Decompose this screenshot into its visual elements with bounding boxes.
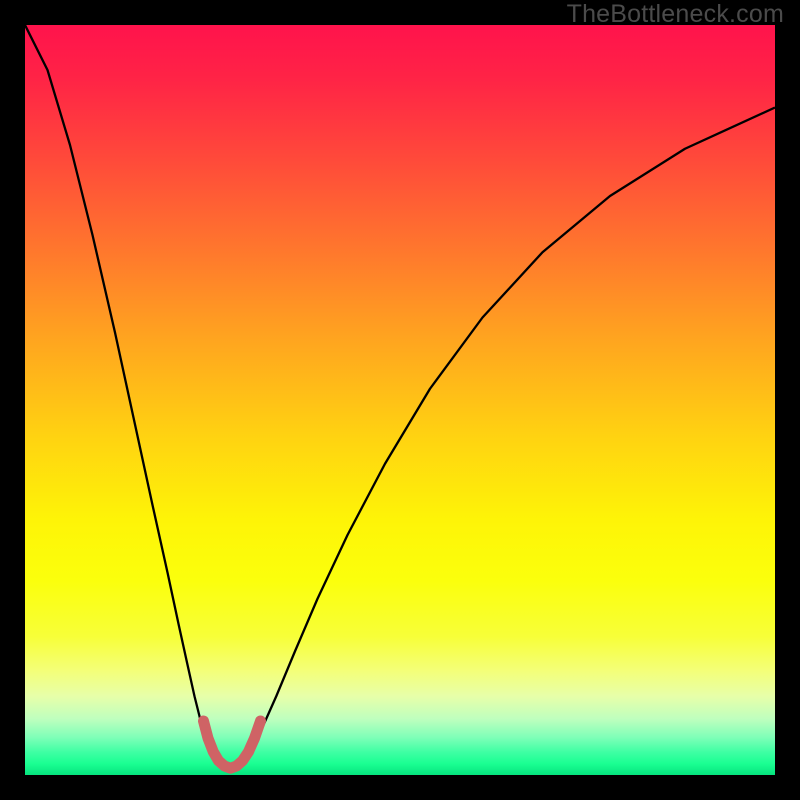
chart-svg (25, 25, 775, 775)
chart-background (25, 25, 775, 775)
watermark-text: TheBottleneck.com (567, 0, 784, 29)
chart-plot-area (25, 25, 775, 775)
